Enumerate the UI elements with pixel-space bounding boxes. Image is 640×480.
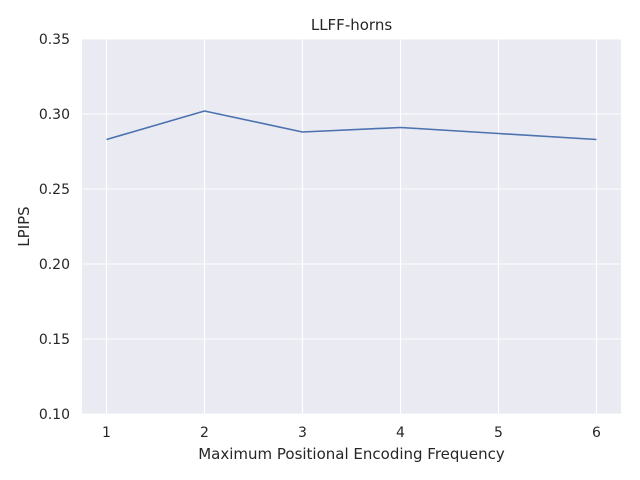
y-tick-label: 0.35: [39, 32, 70, 48]
x-tick-label: 6: [592, 425, 601, 441]
x-tick-labels: 1 2 3 4 5 6: [102, 425, 601, 441]
x-tick-label: 1: [102, 425, 111, 441]
x-tick-label: 3: [298, 425, 307, 441]
y-tick-label: 0.15: [39, 332, 70, 348]
x-tick-label: 4: [396, 425, 405, 441]
y-tick-label: 0.30: [39, 107, 70, 123]
y-tick-label: 0.10: [39, 407, 70, 423]
x-tick-label: 5: [494, 425, 503, 441]
y-tick-label: 0.20: [39, 257, 70, 273]
series-line: [106, 110, 597, 141]
series-layer: [106, 110, 597, 141]
y-axis-label: LPIPS: [15, 206, 33, 246]
grid-lines: [82, 38, 621, 415]
x-axis-label: Maximum Positional Encoding Frequency: [198, 445, 505, 463]
x-tick-label: 2: [200, 425, 209, 441]
y-tick-labels: 0.10 0.15 0.20 0.25 0.30 0.35: [39, 32, 70, 423]
plot-area: [82, 39, 621, 414]
chart-title: LLFF-horns: [311, 16, 392, 34]
y-tick-label: 0.25: [39, 182, 70, 198]
